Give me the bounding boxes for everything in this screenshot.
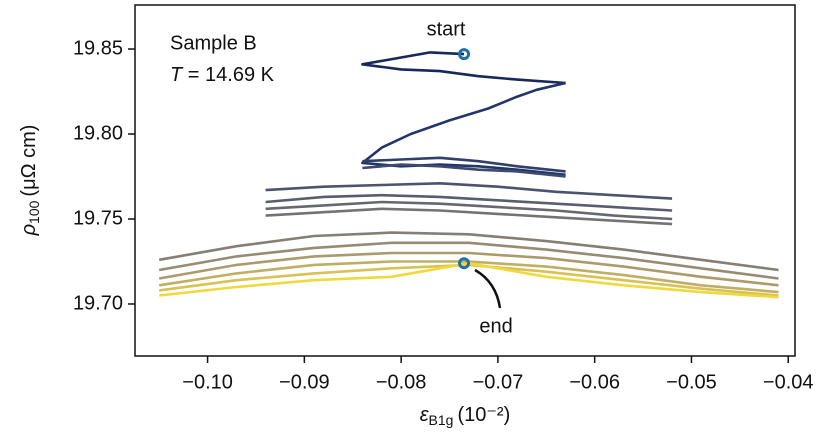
marker-label: end <box>479 315 512 337</box>
series-line <box>265 182 673 200</box>
y-label-symbol: ρ <box>18 224 40 236</box>
marker <box>458 48 471 61</box>
x-axis-label: εB1g (10⁻²) <box>420 404 511 427</box>
temperature-text: = 14.69 K <box>182 64 274 86</box>
marker-label: start <box>427 18 466 40</box>
y-tick-label: 19.70 <box>73 292 123 314</box>
x-tick-label: −0.05 <box>666 371 717 393</box>
series-line <box>362 156 566 173</box>
end-arrow <box>474 268 502 309</box>
sample-annotation: Sample B <box>170 32 257 54</box>
series-line <box>265 207 673 226</box>
series-line <box>158 241 779 280</box>
series-line <box>265 200 673 221</box>
x-tick-label: −0.04 <box>763 371 814 393</box>
series-line <box>361 81 566 177</box>
temperature-annotation: T = 14.69 K <box>170 64 275 86</box>
x-label-sub: B1g <box>429 412 454 428</box>
y-axis-label: ρ100 (μΩ cm) <box>18 125 41 237</box>
series-line <box>265 193 673 212</box>
x-tick-label: −0.06 <box>569 371 620 393</box>
x-tick-label: −0.10 <box>182 371 233 393</box>
x-label-unit: (10⁻²) <box>457 404 510 426</box>
temperature-symbol: T <box>170 64 184 86</box>
series-line <box>158 251 779 287</box>
series-line <box>361 51 566 85</box>
series-line <box>159 261 779 299</box>
series-line <box>362 163 566 178</box>
y-tick-label: 19.80 <box>73 122 123 144</box>
x-tick-label: −0.09 <box>279 371 330 393</box>
y-label-unit: (μΩ cm) <box>18 125 40 197</box>
plot-frame <box>134 4 796 357</box>
x-tick-label: −0.07 <box>473 371 524 393</box>
y-tick-label: 19.85 <box>73 37 123 59</box>
y-tick-label: 19.75 <box>73 207 123 229</box>
x-tick-label: −0.08 <box>376 371 427 393</box>
marker <box>458 257 471 270</box>
x-label-symbol: ε <box>420 404 430 426</box>
series-line <box>158 231 779 272</box>
y-label-sub: 100 <box>26 200 42 224</box>
